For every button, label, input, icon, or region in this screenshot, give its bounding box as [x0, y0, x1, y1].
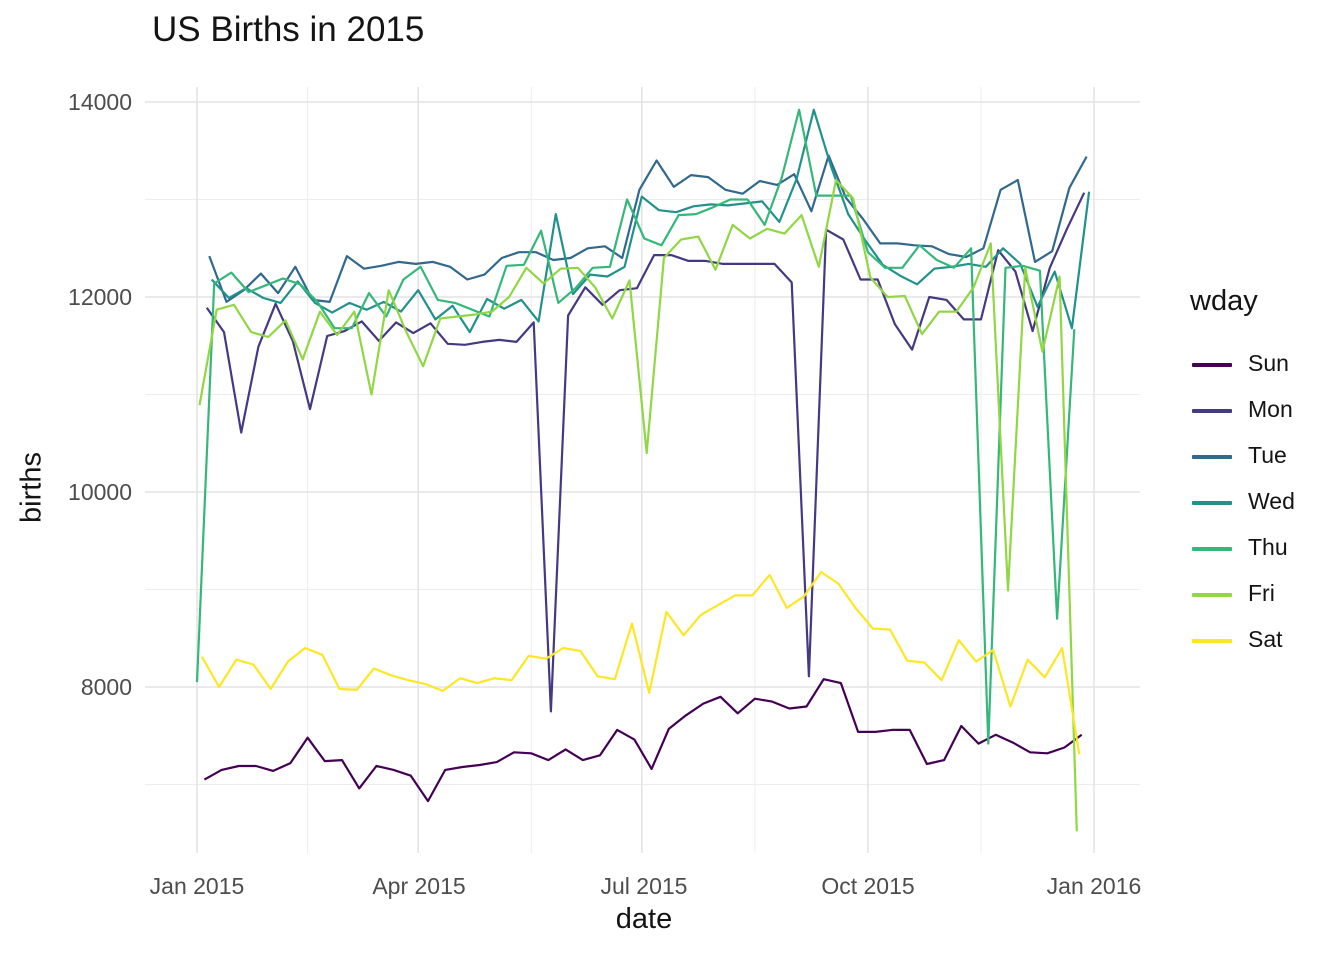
legend-label: Tue	[1248, 442, 1287, 468]
legend-label: Sat	[1248, 626, 1283, 652]
legend-item-wed: Wed	[1188, 480, 1338, 526]
series-line-wed	[210, 108, 1091, 334]
chart-title: US Births in 2015	[152, 10, 425, 49]
sun-line-swatch-icon	[1192, 363, 1232, 367]
legend-title: wday	[1190, 285, 1258, 317]
thu-line-swatch-icon	[1192, 547, 1232, 551]
legend-item-thu: Thu	[1188, 526, 1338, 572]
fri-line-swatch-icon	[1192, 593, 1232, 597]
x-axis-title: date	[615, 903, 673, 935]
series-line-fri	[198, 178, 1078, 832]
legend-item-fri: Fri	[1188, 572, 1338, 618]
legend-item-sat: Sat	[1188, 618, 1338, 664]
legend-label: Sun	[1248, 350, 1289, 376]
tue-line-swatch-icon	[1192, 455, 1232, 459]
y-tick-label: 12000	[68, 284, 132, 310]
legend-item-sun: Sun	[1188, 342, 1338, 388]
legend: wday Sun Mon Tue Wed Thu Fri Sat	[1188, 285, 1338, 664]
x-tick-label: Jul 2015	[600, 873, 688, 899]
x-tick-label: Jan 2015	[149, 873, 245, 899]
y-tick-label: 10000	[68, 479, 132, 505]
x-tick-label: Oct 2015	[821, 873, 915, 899]
y-tick-label: 14000	[68, 89, 132, 115]
y-tick-label: 8000	[80, 674, 132, 700]
legend-label: Wed	[1248, 488, 1295, 514]
legend-label: Mon	[1248, 396, 1293, 422]
y-axis-title: births	[15, 452, 48, 523]
mon-line-swatch-icon	[1192, 409, 1232, 413]
legend-label: Thu	[1248, 534, 1288, 560]
legend-label: Fri	[1248, 580, 1275, 606]
series-line-tue	[208, 154, 1088, 303]
sat-line-swatch-icon	[1192, 639, 1232, 643]
legend-item-tue: Tue	[1188, 434, 1338, 480]
legend-item-mon: Mon	[1188, 388, 1338, 434]
x-tick-label: Apr 2015	[372, 873, 466, 899]
series-line-sat	[200, 570, 1081, 755]
series-line-sun	[203, 678, 1083, 803]
wed-line-swatch-icon	[1192, 501, 1232, 505]
x-tick-label: Jan 2016	[1046, 873, 1142, 899]
